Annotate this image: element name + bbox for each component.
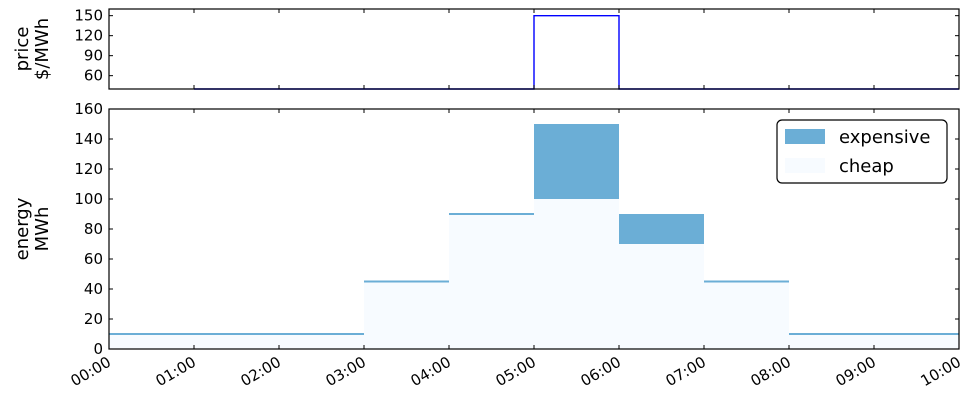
energy-y-tick-label: 60 [84, 250, 103, 268]
energy-x-tick-label: 09:00 [833, 353, 879, 390]
energy-x-tick-label: 05:00 [493, 353, 539, 390]
energy-x-tick-label: 07:00 [663, 353, 709, 390]
cheap-bar [279, 334, 364, 349]
energy-y-tick-label: 0 [93, 340, 103, 358]
energy-y-tick-label: 80 [84, 220, 103, 238]
price-axes: 60 90 120 150 price$/MWh [12, 7, 960, 90]
energy-y-axis-label-line: MWh [32, 207, 53, 252]
price-line [194, 14, 959, 90]
cheap-bar [874, 334, 959, 349]
energy-x-tick-label: 06:00 [578, 353, 624, 390]
price-y-axis-label-line: price [12, 27, 33, 72]
price-y-axis-label: price$/MWh [12, 18, 53, 80]
energy-x-tick-label: 01:00 [153, 353, 199, 390]
energy-y-tick-label: 40 [84, 280, 103, 298]
energy-x-tick-label: 00:00 [68, 353, 114, 390]
energy-axes: 0 20 40 60 80 100 120 140 160 00:00 01:00 02:00 03:0… [12, 100, 964, 390]
price-y-tick-label: 90 [84, 47, 103, 65]
expensive-bar [619, 214, 704, 244]
price-y-tick-label: 150 [74, 7, 103, 25]
energy-y-axis-label: energyMWh [12, 197, 53, 260]
legend-label-expensive: expensive [839, 127, 930, 148]
energy-y-tick-label: 20 [84, 310, 103, 328]
legend-swatch-expensive [785, 129, 825, 144]
energy-y-tick-label: 160 [74, 100, 103, 118]
energy-y-axis-label-line: energy [12, 197, 33, 260]
energy-x-tick-label: 02:00 [238, 353, 284, 390]
energy-x-tick-label: 08:00 [748, 353, 794, 390]
energy-x-tick-label: 04:00 [408, 353, 454, 390]
expensive-bar [534, 124, 619, 199]
cheap-bar [789, 334, 874, 349]
cheap-bar [704, 281, 789, 349]
cheap-bar [109, 334, 194, 349]
cheap-bar [364, 281, 449, 349]
price-y-axis-label-line: $/MWh [32, 18, 53, 80]
energy-x-tick-label: 03:00 [323, 353, 369, 390]
energy-y-tick-label: 140 [74, 130, 103, 148]
cheap-bar [194, 334, 279, 349]
energy-y-tick-label: 120 [74, 160, 103, 178]
legend-label-cheap: cheap [839, 156, 894, 177]
cheap-bar [619, 244, 704, 349]
price-y-tick-label: 120 [74, 27, 103, 45]
energy-x-tick-label: 10:00 [918, 353, 964, 390]
price-y-tick-label: 60 [84, 67, 103, 85]
energy-y-tick-label: 100 [74, 190, 103, 208]
legend: expensive cheap [776, 119, 948, 184]
cheap-bar [449, 214, 534, 349]
cheap-bar [534, 199, 619, 349]
legend-swatch-cheap [785, 158, 825, 173]
